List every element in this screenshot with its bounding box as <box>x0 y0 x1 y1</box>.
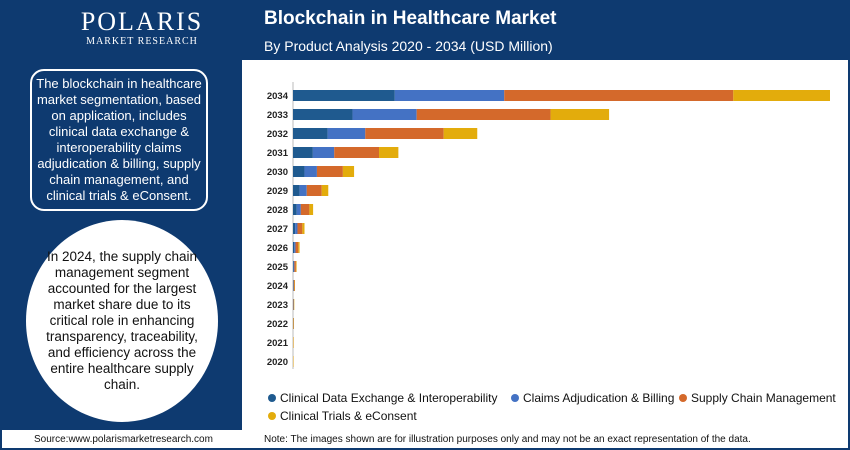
highlight-text: In 2024, the supply chain management seg… <box>46 249 198 392</box>
bar-segment <box>443 128 478 139</box>
legend-label: Claims Adjudication & Billing <box>523 391 674 405</box>
legend-marker <box>268 394 276 402</box>
y-tick-label: 2023 <box>267 300 288 311</box>
bar-segment <box>293 280 295 291</box>
bar-segment <box>293 147 313 158</box>
bar-segment <box>293 223 296 234</box>
bar-segment <box>306 185 322 196</box>
bar-segment <box>365 128 444 139</box>
bar-segment <box>293 166 305 177</box>
bar-segment <box>293 261 295 272</box>
bar-segment <box>733 90 830 101</box>
bar-segment <box>296 204 301 215</box>
bar-segment <box>299 185 307 196</box>
bar-segment <box>293 128 328 139</box>
stacked-bar-chart: 2034 2033 2032 2031 2030 2029 2028 2027 2026 2025… <box>267 82 836 423</box>
bar-segment <box>352 109 417 120</box>
bar-segment <box>293 185 300 196</box>
chart-title: Blockchain in Healthcare Market <box>264 8 557 29</box>
y-tick-label: 2022 <box>267 319 288 330</box>
bar-segment <box>321 185 329 196</box>
legend-label: Clinical Trials & eConsent <box>280 409 417 423</box>
bar-segment <box>302 223 305 234</box>
y-tick-label: 2031 <box>267 148 289 159</box>
bar-segment <box>298 242 300 253</box>
bar-segment <box>304 166 317 177</box>
bar-segment <box>342 166 355 177</box>
bar-segment <box>294 261 296 272</box>
bar-segment <box>312 147 335 158</box>
bar-segment <box>293 109 353 120</box>
y-tick-label: 2030 <box>267 167 288 178</box>
bar-segment <box>295 242 299 253</box>
segmentation-text: The blockchain in healthcare market segm… <box>36 76 202 203</box>
y-tick-label: 2026 <box>267 243 288 254</box>
bar-segment <box>293 242 295 253</box>
bar-segment <box>316 166 343 177</box>
y-tick-label: 2021 <box>267 338 289 349</box>
bar-segment <box>550 109 610 120</box>
y-tick-label: 2029 <box>267 186 288 197</box>
legend-label: Clinical Data Exchange & Interoperabilit… <box>280 391 497 405</box>
bar-segment <box>294 242 296 253</box>
bar-segment <box>295 223 298 234</box>
logo-tagline: MARKET RESEARCH <box>86 36 198 47</box>
highlight-circle: In 2024, the supply chain management seg… <box>26 220 218 422</box>
footer-bar: Source:www.polarismarketresearch.com Not… <box>2 430 848 448</box>
y-tick-label: 2033 <box>267 110 288 121</box>
bar-segment <box>334 147 380 158</box>
source-text: Source:www.polarismarketresearch.com <box>34 434 213 445</box>
bar-segment <box>297 223 303 234</box>
bar-segment <box>394 90 505 101</box>
polaris-logo: POLARIS MARKET RESEARCH <box>72 8 212 48</box>
bar-segment <box>293 204 297 215</box>
sidebar-panel: The blockchain in healthcare market segm… <box>2 60 242 430</box>
bar-segment <box>295 261 297 272</box>
y-tick-label: 2032 <box>267 129 288 140</box>
bar-segment <box>327 128 366 139</box>
bar-segment <box>293 90 395 101</box>
legend-marker <box>679 394 687 402</box>
bar-segment <box>293 261 294 272</box>
header-bar: POLARIS MARKET RESEARCH Blockchain in He… <box>2 2 848 60</box>
y-tick-label: 2034 <box>267 91 289 102</box>
segmentation-description: The blockchain in healthcare market segm… <box>30 69 208 211</box>
disclaimer-note: Note: The images shown are for illustrat… <box>264 434 751 445</box>
bar-segment <box>309 204 314 215</box>
logo-name: POLARIS <box>80 7 204 36</box>
bar-segment <box>416 109 551 120</box>
y-tick-label: 2020 <box>267 357 288 368</box>
y-tick-label: 2028 <box>267 205 288 216</box>
bar-segment <box>379 147 399 158</box>
legend-marker <box>511 394 519 402</box>
legend-label: Supply Chain Management <box>691 391 836 405</box>
y-tick-label: 2024 <box>267 281 289 292</box>
bar-segment <box>300 204 310 215</box>
bar-segment <box>504 90 734 101</box>
y-tick-label: 2027 <box>267 224 288 235</box>
chart-subtitle: By Product Analysis 2020 - 2034 (USD Mil… <box>264 38 553 54</box>
y-tick-label: 2025 <box>267 262 289 273</box>
legend-marker <box>268 412 276 420</box>
